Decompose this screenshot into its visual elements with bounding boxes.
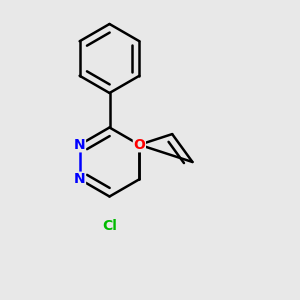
Text: N: N [74, 172, 85, 186]
Text: O: O [134, 138, 145, 152]
Text: N: N [74, 138, 85, 152]
Text: Cl: Cl [102, 219, 117, 233]
